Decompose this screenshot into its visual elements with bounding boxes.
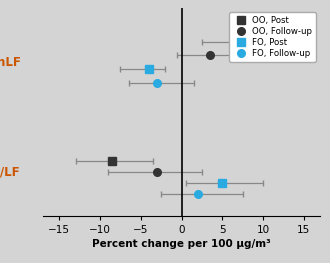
X-axis label: Percent change per 100 μg/m³: Percent change per 100 μg/m³: [92, 239, 271, 249]
Legend: OO, Post, OO, Follow-up, FO, Post, FO, Follow-up: OO, Post, OO, Follow-up, FO, Post, FO, F…: [229, 12, 316, 62]
Text: nLF: nLF: [0, 56, 21, 69]
Text: HF/LF: HF/LF: [0, 165, 21, 178]
